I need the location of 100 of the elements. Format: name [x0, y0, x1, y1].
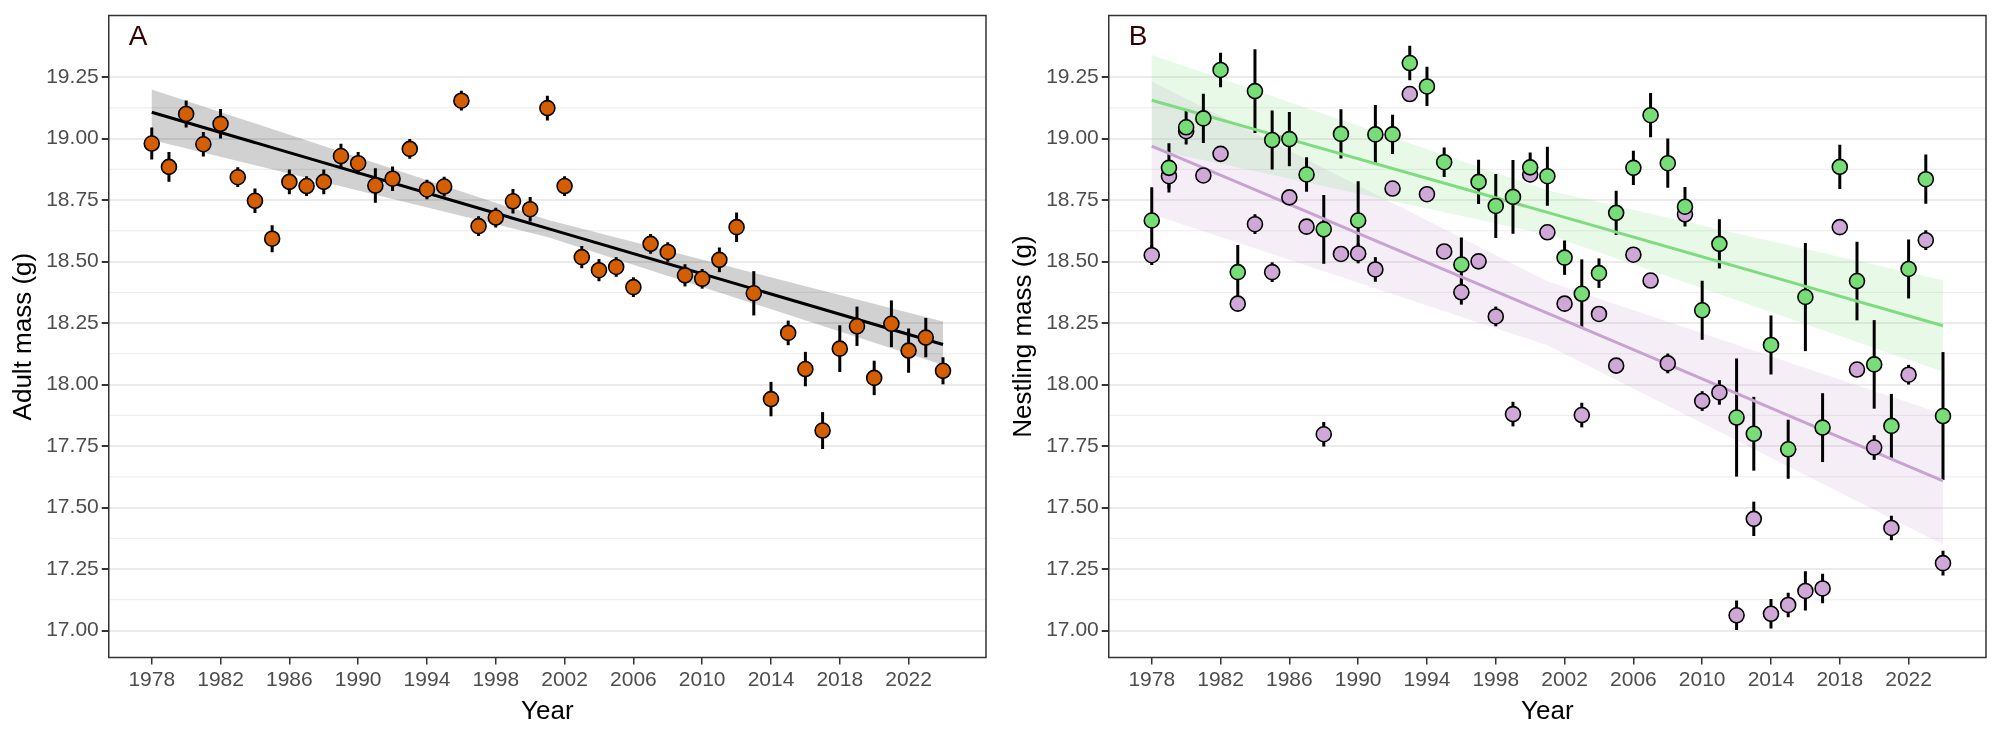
point	[590, 261, 608, 279]
point	[281, 173, 298, 191]
y-tick-label: 18.75	[46, 186, 99, 210]
point	[1745, 425, 1763, 443]
y-tick-label: 17.00	[1046, 617, 1099, 641]
point	[1848, 361, 1866, 378]
point	[848, 317, 866, 335]
point	[693, 270, 711, 288]
point	[917, 329, 935, 346]
point	[1625, 246, 1642, 263]
point	[1401, 54, 1419, 72]
y-tick-label: 17.50	[46, 494, 99, 518]
point	[229, 168, 247, 186]
point	[1590, 264, 1608, 282]
point	[332, 147, 350, 165]
x-tick-label: 2010	[678, 667, 726, 690]
point	[1143, 246, 1161, 264]
point	[1470, 253, 1487, 270]
point	[1745, 510, 1763, 528]
point	[1762, 336, 1780, 354]
x-tick-label: 2014	[747, 667, 795, 690]
point	[1693, 392, 1711, 410]
y-tick-label: 18.25	[1046, 309, 1099, 333]
point	[1539, 167, 1556, 185]
y-tick-label: 17.50	[1046, 494, 1099, 518]
point	[1711, 384, 1728, 401]
point	[435, 178, 453, 195]
x-tick-label: 1998	[472, 667, 520, 690]
point	[1797, 288, 1814, 306]
point	[1917, 170, 1935, 188]
point	[1384, 180, 1401, 197]
point	[1883, 417, 1900, 435]
y-tick-label: 17.25	[1046, 555, 1099, 579]
point	[1418, 185, 1436, 203]
point	[1470, 173, 1487, 191]
x-tick-label: 2018	[1816, 667, 1864, 690]
point	[728, 218, 745, 236]
x-tick-label: 1982	[1197, 667, 1244, 690]
point	[1728, 409, 1745, 426]
point	[1367, 261, 1384, 278]
point	[1831, 158, 1849, 176]
point	[1625, 159, 1642, 177]
point	[298, 177, 315, 195]
point	[1865, 439, 1883, 456]
x-tick-label: 2002	[541, 667, 588, 690]
point	[521, 200, 539, 218]
point	[1298, 166, 1315, 183]
x-tick-label: 2018	[816, 667, 864, 690]
point	[1607, 357, 1625, 374]
x-tick-label: 1982	[197, 667, 244, 690]
point	[1229, 295, 1247, 312]
point	[143, 135, 161, 152]
point	[1539, 224, 1556, 241]
point	[367, 177, 384, 194]
point	[1195, 110, 1212, 127]
point	[1177, 118, 1195, 136]
point	[470, 217, 487, 235]
x-tick-label: 2006	[610, 667, 657, 690]
point	[384, 170, 401, 187]
point	[1453, 256, 1470, 273]
point	[1865, 356, 1883, 373]
y-tick-label: 18.50	[46, 248, 99, 272]
point	[1676, 198, 1694, 216]
point	[539, 99, 556, 117]
point	[1246, 215, 1264, 233]
point	[1814, 580, 1831, 597]
point	[1384, 126, 1401, 143]
point	[1435, 243, 1453, 260]
y-tick-label: 18.00	[1046, 371, 1099, 395]
point	[831, 340, 849, 357]
point	[1779, 596, 1797, 614]
point	[865, 369, 883, 387]
point	[1298, 218, 1315, 235]
point	[1401, 85, 1419, 103]
point	[1848, 272, 1866, 290]
point	[1573, 285, 1591, 303]
point	[195, 135, 212, 153]
point	[900, 342, 917, 359]
point	[1556, 295, 1573, 312]
point	[1453, 284, 1470, 301]
y-tick-label: 19.25	[1046, 63, 1099, 87]
x-tick-label: 1990	[334, 667, 382, 690]
point	[676, 267, 694, 284]
point	[1367, 126, 1384, 143]
point	[1934, 407, 1952, 425]
point	[1762, 605, 1780, 623]
x-tick-label: 1978	[128, 667, 176, 690]
x-tick-label: 2002	[1541, 667, 1588, 690]
point	[1281, 130, 1298, 148]
point	[401, 140, 419, 158]
point	[1315, 221, 1333, 238]
point	[1315, 425, 1333, 443]
point	[1797, 582, 1814, 600]
x-tick-label: 1998	[1472, 667, 1520, 690]
y-tick-label: 17.00	[46, 617, 99, 641]
point	[160, 158, 178, 176]
point	[1435, 153, 1453, 171]
point	[1607, 204, 1625, 222]
point	[487, 209, 505, 226]
point	[212, 115, 229, 133]
